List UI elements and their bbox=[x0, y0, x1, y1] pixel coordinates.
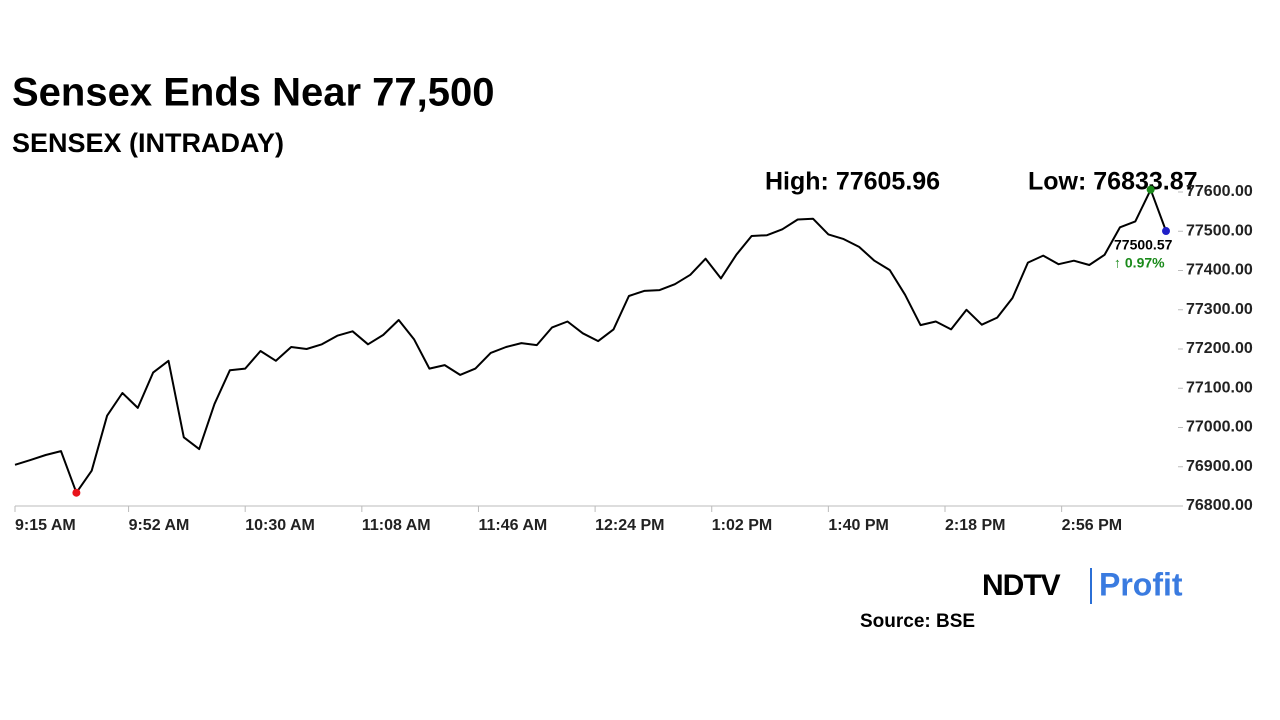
x-tick-label: 1:02 PM bbox=[712, 517, 772, 534]
y-tick-label: 77000.00 bbox=[1186, 419, 1253, 436]
x-tick-label: 9:52 AM bbox=[129, 517, 190, 534]
last-value-label: 77500.57 bbox=[1114, 237, 1173, 253]
x-tick-label: 12:24 PM bbox=[595, 517, 664, 534]
logo-ndtv: NDTV bbox=[982, 569, 1061, 602]
y-tick-label: 77600.00 bbox=[1186, 183, 1253, 200]
x-tick-label: 11:46 AM bbox=[478, 517, 547, 534]
y-tick-label: 77200.00 bbox=[1186, 340, 1253, 357]
change-label: ↑ 0.97% bbox=[1114, 255, 1165, 271]
last-dot bbox=[1162, 227, 1170, 236]
x-tick-label: 10:30 AM bbox=[245, 517, 315, 534]
price-line bbox=[14, 188, 1167, 494]
y-tick-label: 77500.00 bbox=[1186, 222, 1253, 239]
y-tick-label: 77300.00 bbox=[1186, 301, 1253, 318]
x-tick-label: 1:40 PM bbox=[828, 517, 888, 534]
x-tick-label: 11:08 AM bbox=[362, 517, 431, 534]
low-dot bbox=[72, 488, 81, 497]
chart-title: Sensex Ends Near 77,500 bbox=[12, 71, 495, 115]
x-tick-label: 9:15 AM bbox=[15, 517, 76, 534]
y-tick-label: 77100.00 bbox=[1186, 379, 1253, 396]
y-tick-label: 76900.00 bbox=[1186, 458, 1253, 475]
x-tick-label: 2:56 PM bbox=[1062, 517, 1122, 534]
high-dot bbox=[1146, 185, 1155, 194]
y-tick-label: 77400.00 bbox=[1186, 262, 1253, 279]
chart-subtitle: SENSEX (INTRADAY) bbox=[12, 128, 284, 158]
source: Source: BSE bbox=[860, 611, 975, 632]
y-tick-label: 76800.00 bbox=[1186, 497, 1253, 514]
high-annotation: High: 77605.96 bbox=[765, 168, 940, 196]
logo-profit: Profit bbox=[1099, 566, 1183, 602]
x-tick-label: 2:18 PM bbox=[945, 517, 1005, 534]
low-annotation: Low: 76833.87 bbox=[1028, 168, 1198, 196]
